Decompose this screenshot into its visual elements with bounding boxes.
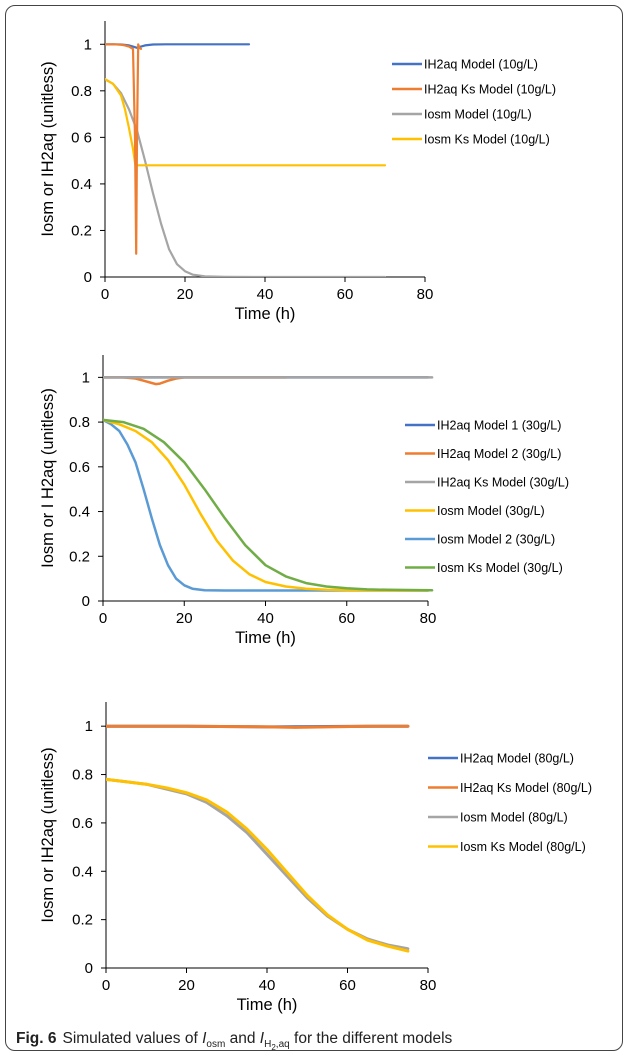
- y-tick-label: 0.8: [69, 414, 90, 431]
- series-line: [105, 78, 387, 277]
- figure-label: Fig. 6: [16, 1030, 57, 1047]
- x-tick-label: 0: [101, 286, 109, 303]
- legend-label: IH2aq Model (80g/L): [460, 752, 574, 766]
- chart-2: 0 0.2 0.4 0.6 0.8 1 0 20 40 60 80 Time (h) Iosm or I…: [39, 355, 569, 647]
- figure-charts: 0 0.2 0.4 0 6 0.8 1 0 20 40 60 80 Time (h) Iosm or I…: [39, 21, 592, 1014]
- chart-3: 0 0.2 0.4 0.6 0.8 1 0 20 40 60 80 Time (h) Iosm or I…: [39, 702, 592, 1014]
- y-tick-label: 0.4: [69, 504, 90, 521]
- legend-label: IH2aq Model 1 (30g/L): [437, 419, 561, 433]
- x-tick-label: 60: [337, 286, 354, 303]
- legend-label: IH2aq Model (10g/L): [424, 58, 538, 72]
- x-axis-title: Time (h): [235, 629, 296, 647]
- series-line: [106, 777, 410, 953]
- caption-symbol-iosm: I: [202, 1030, 207, 1047]
- y-axis-title: Iosm or IH2aq (unitless): [39, 61, 57, 236]
- y-tick-label: 0.4: [71, 176, 92, 193]
- y-tick-label: 1: [84, 36, 92, 53]
- series-lines: [103, 376, 434, 592]
- y-tick-label: 0: [85, 960, 93, 977]
- legend-label: Iosm Ks Model (30g/L): [437, 561, 563, 575]
- x-tick-label: 20: [176, 610, 193, 627]
- x-tick-label: 0: [102, 977, 110, 994]
- legend: IH2aq Model 1 (30g/L) IH2aq Model 2 (30g/…: [405, 419, 569, 575]
- y-tick-label: 0.8: [71, 83, 92, 100]
- x-axis-title: Time (h): [237, 996, 298, 1014]
- y-tick-label: 0: [84, 269, 92, 286]
- legend-label: Iosm Ks Model (10g/L): [424, 133, 550, 147]
- x-tick-label: 40: [257, 610, 274, 627]
- series-line: [105, 78, 387, 167]
- x-tick-label: 20: [177, 286, 194, 303]
- series-line: [103, 418, 430, 592]
- series-line: [106, 777, 410, 951]
- y-tick-label: 0.4: [72, 863, 93, 880]
- x-tick-label: 40: [257, 286, 274, 303]
- y-tick-label: 0 6: [71, 129, 92, 146]
- y-tick-label: 0.2: [69, 548, 90, 565]
- legend-label: IH2aq Ks Model (80g/L): [460, 781, 592, 795]
- x-tick-label: 80: [420, 610, 437, 627]
- x-axis-title: Time (h): [235, 305, 296, 323]
- series-line: [105, 43, 143, 255]
- x-tick-label: 80: [417, 286, 434, 303]
- figure-caption: Fig. 6 Simulated values of Iosm and IH2,a…: [16, 1030, 452, 1052]
- figure-frame: [5, 5, 623, 1051]
- x-tick-label: 60: [338, 610, 355, 627]
- legend-label: Iosm Model (80g/L): [460, 811, 568, 825]
- chart-1: 0 0.2 0.4 0 6 0.8 1 0 20 40 60 80 Time (h) Iosm or I…: [39, 21, 556, 323]
- caption-symbol-ih2aq-sub: H2,aq: [264, 1039, 290, 1053]
- legend-label: IH2aq Model 2 (30g/L): [437, 447, 561, 461]
- x-tick-label: 60: [339, 977, 356, 994]
- legend-label: Iosm Model (10g/L): [424, 108, 532, 122]
- y-tick-label: 0.2: [71, 222, 92, 239]
- series-line: [103, 418, 430, 592]
- y-tick-label: 0.6: [69, 459, 90, 476]
- legend: IH2aq Model (10g/L) IH2aq Ks Model (10g/L…: [392, 58, 556, 147]
- series-lines: [106, 724, 410, 953]
- x-tick-label: 0: [99, 610, 107, 627]
- series-line: [106, 724, 410, 729]
- caption-symbol-ih2aq: I: [259, 1030, 265, 1047]
- y-tick-label: 0: [82, 593, 90, 610]
- legend-label: IH2aq Ks Model (30g/L): [437, 476, 569, 490]
- y-tick-label: 0.6: [72, 815, 93, 832]
- legend-label: Iosm Model 2 (30g/L): [437, 533, 555, 547]
- legend-label: IH2aq Ks Model (10g/L): [424, 83, 556, 97]
- caption-text-before: Simulated values of: [62, 1030, 198, 1047]
- y-axis-title: Iosm or IH2aq (unitless): [39, 747, 57, 922]
- x-tick-label: 40: [259, 977, 276, 994]
- caption-text-mid: and: [229, 1030, 256, 1047]
- y-tick-label: 1: [85, 718, 93, 735]
- y-tick-label: 1: [82, 369, 90, 386]
- legend: IH2aq Model (80g/L) IH2aq Ks Model (80g/L…: [428, 752, 592, 854]
- caption-symbol-iosm-sub: osm: [206, 1039, 226, 1051]
- y-axis-title: Iosm or I H2aq (unitless): [39, 388, 57, 568]
- x-tick-label: 80: [420, 977, 437, 994]
- y-tick-label: 0.8: [72, 767, 93, 784]
- legend-label: Iosm Ks Model (80g/L): [460, 840, 586, 854]
- x-tick-label: 20: [178, 977, 195, 994]
- caption-text-after: for the different models: [294, 1030, 453, 1047]
- legend-label: Iosm Model (30g/L): [437, 504, 545, 518]
- series-lines: [105, 43, 387, 277]
- y-tick-label: 0.2: [72, 912, 93, 929]
- series-line: [103, 418, 434, 592]
